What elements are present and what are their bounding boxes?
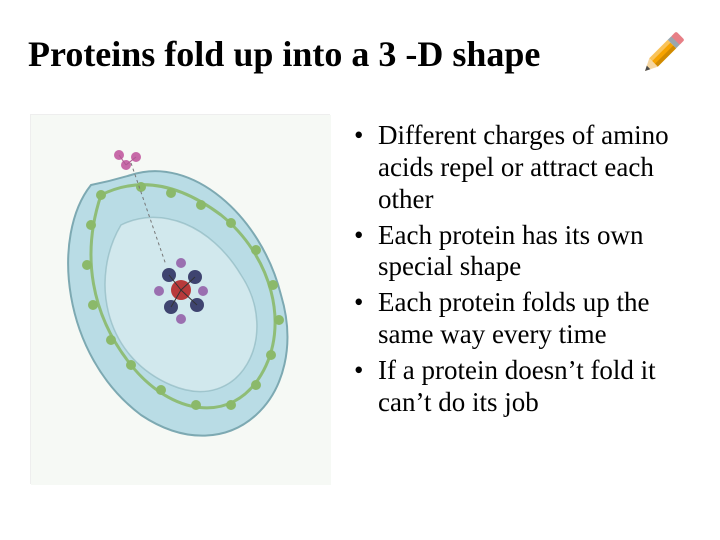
title-bar: Proteins fold up into a 3 -D shape	[0, 0, 720, 92]
bullet-item: Each protein folds up the same way every…	[354, 287, 700, 351]
content-row: Different charges of amino acids repel o…	[0, 92, 720, 484]
bullet-item: If a protein doesn’t fold it can’t do it…	[354, 355, 700, 419]
bullet-list: Different charges of amino acids repel o…	[354, 114, 700, 484]
bullet-item: Each protein has its own special shape	[354, 220, 700, 284]
pencil-icon	[632, 24, 692, 84]
slide-title: Proteins fold up into a 3 -D shape	[28, 33, 540, 75]
bullet-item: Different charges of amino acids repel o…	[354, 120, 700, 216]
protein-figure	[30, 114, 330, 484]
